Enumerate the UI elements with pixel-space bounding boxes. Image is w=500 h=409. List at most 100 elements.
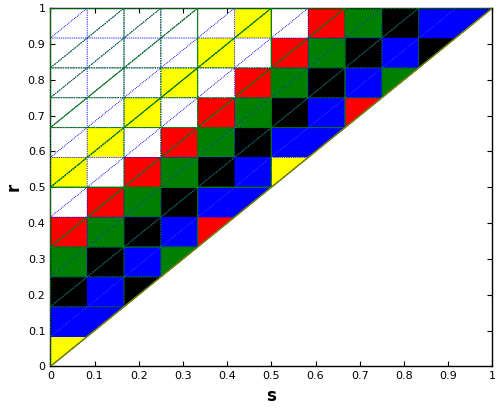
Polygon shape [124, 187, 161, 217]
Polygon shape [198, 187, 234, 217]
Polygon shape [198, 157, 234, 187]
Polygon shape [87, 128, 124, 157]
Polygon shape [50, 337, 87, 366]
Polygon shape [382, 68, 418, 98]
Polygon shape [124, 98, 161, 128]
X-axis label: s: s [266, 387, 276, 405]
Polygon shape [87, 187, 124, 217]
Polygon shape [345, 98, 382, 128]
Polygon shape [198, 187, 234, 217]
Polygon shape [308, 8, 345, 38]
Polygon shape [161, 157, 198, 187]
Polygon shape [50, 157, 87, 187]
Polygon shape [272, 68, 308, 98]
Polygon shape [234, 157, 272, 187]
Polygon shape [50, 307, 87, 337]
Polygon shape [272, 128, 308, 157]
Polygon shape [50, 247, 87, 277]
Polygon shape [308, 128, 345, 157]
Polygon shape [87, 247, 124, 277]
Polygon shape [234, 68, 272, 98]
Polygon shape [234, 128, 272, 157]
Polygon shape [198, 38, 234, 68]
Polygon shape [87, 277, 124, 307]
Polygon shape [87, 217, 124, 247]
Polygon shape [87, 307, 124, 337]
Polygon shape [308, 38, 345, 68]
Polygon shape [308, 98, 345, 128]
Polygon shape [124, 157, 161, 187]
Polygon shape [382, 38, 418, 68]
Polygon shape [124, 98, 161, 128]
Polygon shape [87, 217, 124, 247]
Polygon shape [345, 38, 382, 68]
Polygon shape [198, 98, 234, 128]
Polygon shape [87, 277, 124, 307]
Polygon shape [308, 38, 345, 68]
Polygon shape [345, 8, 382, 38]
Polygon shape [124, 247, 161, 277]
Polygon shape [418, 8, 456, 38]
Polygon shape [198, 217, 234, 247]
Polygon shape [161, 217, 198, 247]
Polygon shape [234, 187, 272, 217]
Polygon shape [308, 8, 345, 38]
Polygon shape [87, 187, 124, 217]
Polygon shape [382, 8, 418, 38]
Polygon shape [161, 187, 198, 217]
Polygon shape [345, 38, 382, 68]
Polygon shape [50, 157, 87, 187]
Y-axis label: r: r [4, 183, 22, 191]
Polygon shape [272, 128, 308, 157]
Polygon shape [382, 8, 418, 38]
Polygon shape [345, 68, 382, 98]
Polygon shape [161, 157, 198, 187]
Polygon shape [124, 277, 161, 307]
Polygon shape [198, 128, 234, 157]
Polygon shape [161, 128, 198, 157]
Polygon shape [161, 128, 198, 157]
Polygon shape [124, 187, 161, 217]
Polygon shape [234, 98, 272, 128]
Polygon shape [50, 217, 87, 247]
Polygon shape [234, 68, 272, 98]
Polygon shape [198, 98, 234, 128]
Polygon shape [161, 247, 198, 277]
Polygon shape [161, 187, 198, 217]
Polygon shape [198, 38, 234, 68]
Polygon shape [124, 247, 161, 277]
Polygon shape [272, 157, 308, 187]
Polygon shape [50, 277, 87, 307]
Polygon shape [124, 157, 161, 187]
Polygon shape [345, 8, 382, 38]
Polygon shape [234, 8, 272, 38]
Polygon shape [234, 8, 272, 38]
Polygon shape [234, 128, 272, 157]
Polygon shape [161, 68, 198, 98]
Polygon shape [418, 8, 456, 38]
Polygon shape [87, 128, 124, 157]
Polygon shape [50, 247, 87, 277]
Polygon shape [382, 38, 418, 68]
Polygon shape [272, 38, 308, 68]
Polygon shape [456, 8, 492, 38]
Polygon shape [308, 68, 345, 98]
Polygon shape [50, 307, 87, 337]
Polygon shape [272, 98, 308, 128]
Polygon shape [124, 217, 161, 247]
Polygon shape [234, 98, 272, 128]
Polygon shape [272, 38, 308, 68]
Polygon shape [161, 68, 198, 98]
Polygon shape [87, 247, 124, 277]
Polygon shape [124, 217, 161, 247]
Polygon shape [345, 68, 382, 98]
Polygon shape [308, 98, 345, 128]
Polygon shape [234, 157, 272, 187]
Polygon shape [198, 128, 234, 157]
Polygon shape [272, 68, 308, 98]
Polygon shape [272, 98, 308, 128]
Polygon shape [50, 217, 87, 247]
Polygon shape [50, 277, 87, 307]
Polygon shape [198, 157, 234, 187]
Polygon shape [161, 217, 198, 247]
